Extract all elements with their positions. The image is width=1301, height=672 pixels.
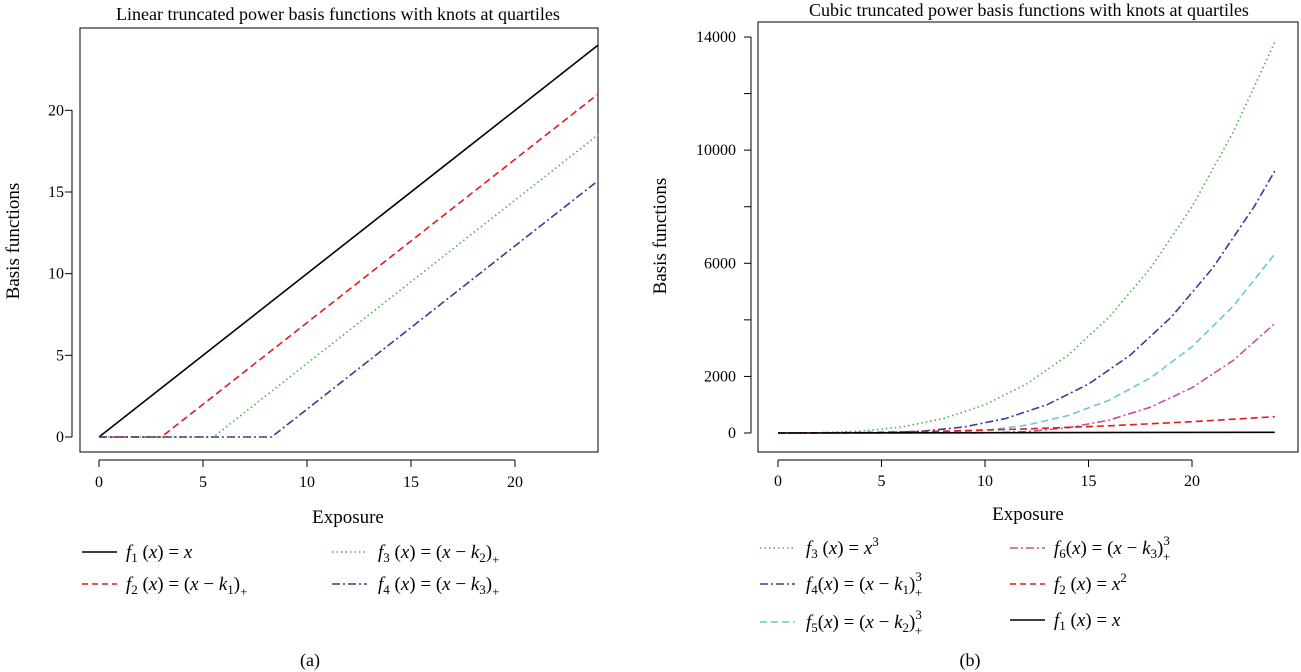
panel-b-series-line-2	[778, 170, 1276, 434]
panel-b-y-axis: 0 2000 6000 10000 14000	[696, 29, 752, 442]
panel-b-series-line-4	[778, 322, 1276, 434]
legend-item-f4-cubic: f4(x) = (x − k1)3 +	[760, 569, 922, 600]
panel-b-x-tick-label: 20	[1184, 473, 1200, 490]
panel-a-x-ticks: 0 5 10 15 20	[95, 460, 523, 491]
panel-b-y-axis-label: Basis functions	[650, 178, 671, 295]
panel-b-x-tick-label: 5	[878, 473, 886, 490]
panel-b-label: (b)	[960, 650, 981, 671]
panel-a-title: Linear truncated power basis functions w…	[116, 4, 560, 24]
legend-item-f3-linear: f3 (x) = (x − k2)+	[332, 542, 499, 567]
panel-b-y-tick-label: 0	[728, 425, 736, 442]
panel-b-series-line-6	[777, 431, 1275, 434]
panel-a-label: (a)	[300, 650, 320, 671]
panel-b-series-group	[777, 41, 1276, 434]
panel-a-x-tick-label: 20	[507, 474, 523, 491]
panel-b-x-ticks: 0 5 10 15 20	[774, 460, 1200, 490]
panel-b-series-line-3	[778, 253, 1276, 434]
panel-a-x-axis-label: Exposure	[312, 507, 384, 528]
panel-a-series-line-4	[99, 179, 599, 438]
legend-label: f3 (x) = x3	[806, 534, 879, 561]
panel-a-y-tick-label: 0	[56, 429, 64, 446]
panel-b-series-line-1	[777, 41, 1276, 434]
panel-a-y-axis: 0 5 10 15 20	[48, 102, 73, 446]
panel-a-y-tick-label: 15	[48, 184, 64, 201]
legend-item-f6-cubic: f6(x) = (x − k3)3 +	[1010, 533, 1170, 564]
panel-a-series-line-2	[99, 93, 599, 438]
legend-label: f6(x) = (x − k3)3 +	[1054, 533, 1170, 564]
legend-item-f5-cubic: f5(x) = (x − k2)3 +	[760, 607, 922, 638]
legend-label: f4 (x) = (x − k3)+	[378, 574, 499, 599]
legend-label: f1 (x) = x	[126, 542, 193, 565]
panel-b-x-axis-label: Exposure	[992, 504, 1064, 525]
panel-b-plot-frame	[757, 21, 1299, 453]
panel-a-legend: f1 (x) = x f2 (x) = (x − k1)+ f3 (x) = (…	[82, 542, 499, 599]
legend-label: f5(x) = (x − k2)3 +	[806, 607, 922, 638]
panel-b-y-tick-label: 6000	[704, 255, 736, 272]
legend-label: f2 (x) = x2	[1054, 570, 1127, 597]
panel-b: Cubic truncated power basis functions wi…	[650, 0, 1299, 671]
legend-item-f4-linear: f4 (x) = (x − k3)+	[332, 574, 499, 599]
legend-label: f3 (x) = (x − k2)+	[378, 542, 499, 567]
panel-b-legend: f3 (x) = x3 f4(x) = (x − k1)3 + f5(x) = (…	[760, 533, 1170, 638]
legend-item-f1-linear: f1 (x) = x	[82, 542, 193, 565]
legend-item-f3-cubic: f3 (x) = x3	[760, 534, 879, 561]
panel-a-series-line-1	[98, 44, 599, 438]
panel-a-y-tick-label: 20	[48, 102, 64, 119]
panel-a-x-tick-label: 5	[199, 474, 207, 491]
legend-item-f1-cubic: f1 (x) = x	[1010, 610, 1121, 633]
panel-b-x-tick-label: 15	[1081, 473, 1097, 490]
legend-label: f1 (x) = x	[1054, 610, 1121, 633]
panel-a: Linear truncated power basis functions w…	[3, 4, 599, 671]
panel-b-x-tick-label: 10	[977, 473, 993, 490]
legend-item-f2-cubic: f2 (x) = x2	[1010, 570, 1127, 597]
panel-b-y-tick-label: 2000	[704, 368, 736, 385]
panel-a-series-group	[98, 44, 599, 438]
panel-a-plot-frame	[79, 27, 599, 453]
panel-a-y-ticks: 0 5 10 15 20	[48, 102, 72, 446]
panel-a-x-axis: 0 5 10 15 20	[95, 459, 523, 491]
legend-item-f2-linear: f2 (x) = (x − k1)+	[82, 574, 247, 599]
legend-label: f4(x) = (x − k1)3 +	[806, 569, 922, 600]
panel-a-series-line-3	[99, 134, 599, 438]
panel-b-x-axis: 0 5 10 15 20	[774, 459, 1200, 490]
panel-b-y-tick-label: 10000	[696, 142, 736, 159]
panel-a-y-axis-label: Basis functions	[3, 183, 24, 300]
panel-a-y-tick-label: 5	[56, 347, 64, 364]
panel-b-title: Cubic truncated power basis functions wi…	[809, 0, 1249, 20]
panel-a-x-tick-label: 15	[403, 474, 419, 491]
legend-label: f2 (x) = (x − k1)+	[126, 574, 247, 599]
panel-b-y-tick-label: 14000	[696, 29, 736, 46]
panel-a-x-tick-label: 0	[95, 474, 103, 491]
panel-a-x-tick-label: 10	[299, 474, 315, 491]
panel-a-y-tick-label: 10	[48, 266, 64, 283]
panel-b-x-tick-label: 0	[774, 473, 782, 490]
panel-b-y-ticks: 0 2000 6000 10000 14000	[696, 29, 751, 442]
